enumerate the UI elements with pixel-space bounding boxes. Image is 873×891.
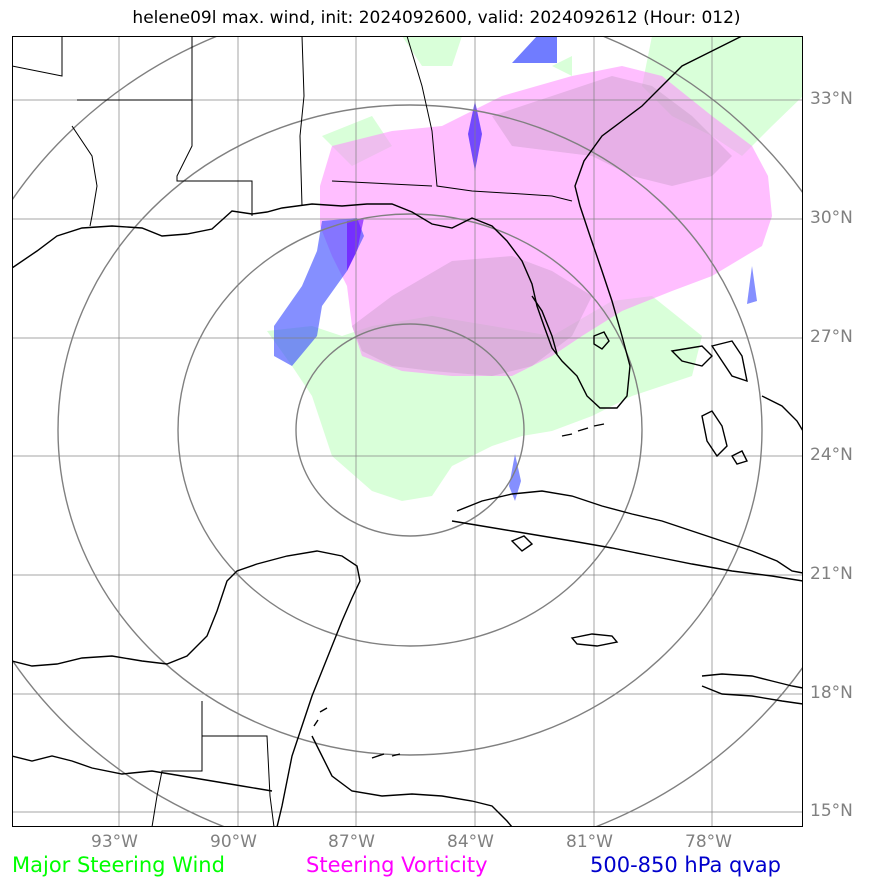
lat-tick-label: 27°N: [810, 327, 853, 347]
legend-wind: Major Steering Wind: [12, 853, 225, 877]
lat-tick-label: 24°N: [810, 445, 853, 465]
lon-tick-label: 78°W: [685, 832, 732, 852]
legend-vorticity: Steering Vorticity: [306, 853, 488, 877]
range-rings: [12, 36, 803, 827]
lon-tick-label: 90°W: [210, 832, 257, 852]
lon-tick-label: 93°W: [91, 832, 138, 852]
lat-grid: [12, 99, 803, 813]
lat-tick-label: 33°N: [810, 89, 853, 109]
map-panel: [12, 36, 803, 827]
lat-tick-label: 21°N: [810, 564, 853, 584]
lat-tick-label: 15°N: [810, 801, 853, 821]
legend-qvap: 500-850 hPa qvap: [590, 853, 781, 877]
lat-tick-label: 30°N: [810, 208, 853, 228]
lon-grid: [118, 36, 713, 827]
map-title: helene09l max. wind, init: 2024092600, v…: [132, 8, 741, 28]
lat-tick-label: 18°N: [810, 683, 853, 703]
lon-tick-label: 84°W: [447, 832, 494, 852]
lon-tick-label: 81°W: [566, 832, 613, 852]
coastlines: [12, 36, 803, 827]
map-frame: [12, 36, 803, 827]
lon-tick-label: 87°W: [328, 832, 375, 852]
state-borders: [12, 36, 573, 827]
